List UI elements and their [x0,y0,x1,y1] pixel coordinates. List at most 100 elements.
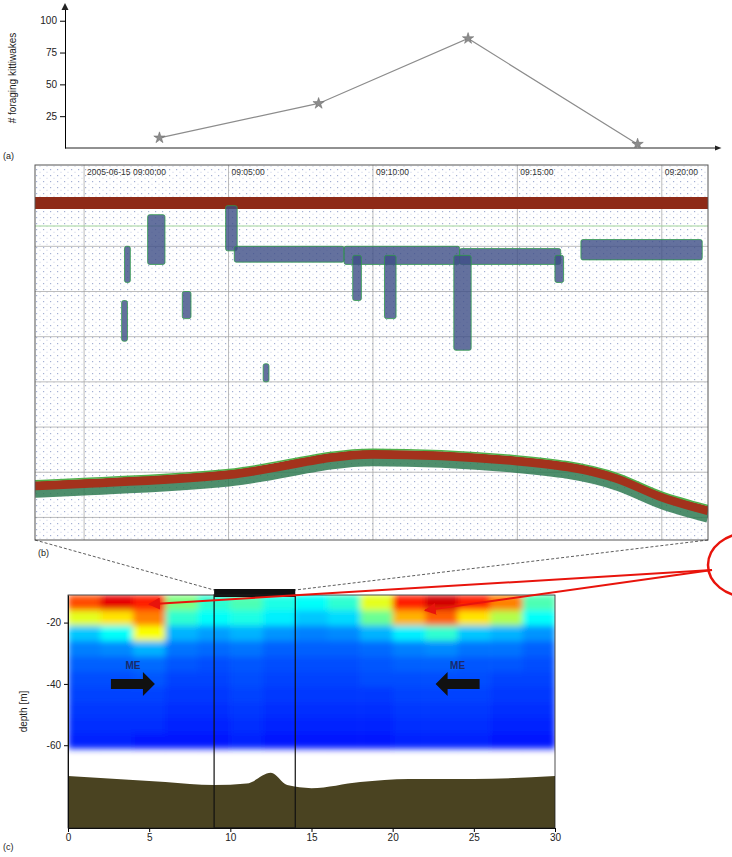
seabed [68,773,555,828]
heatmap-cell [100,641,133,657]
heatmap-cell [68,672,101,688]
y-tick-label: -40 [47,679,62,690]
heatmap-cell [100,718,133,734]
grid-line-x [661,165,662,540]
heatmap-cell [425,610,458,626]
heatmap-cell [523,656,555,672]
heatmap-cell [328,610,361,626]
heatmap-cell [295,595,328,611]
heatmap-cell [425,718,458,734]
x-tick: 15 [306,828,318,843]
y-axis-line [65,9,66,149]
heatmap-cell [295,687,328,703]
plot-frame [68,595,555,828]
heatmap-cell [360,672,393,688]
heatmap-cell [393,687,426,703]
heatmap-cell [68,641,101,657]
heatmap-cell [393,656,426,672]
heatmap-cell [68,610,101,626]
y-tick: 50 [46,79,65,90]
fish-school [148,215,165,265]
x-axis: 051015202530 [66,828,562,843]
plot-area [68,595,555,828]
x-tick-label: 5 [147,832,153,843]
heatmap-cell [100,610,133,626]
heatmap-cell [393,718,426,734]
heatmap-cell [328,718,361,734]
heatmap-cell [360,626,393,642]
seabed-echo-lower [35,460,708,516]
y-tick: 25 [46,111,65,122]
y-tick: -40 [47,679,68,690]
heatmap-cell [263,672,296,688]
fish-school [122,301,128,342]
heatmap-cells [68,595,555,749]
heatmap-cell [295,702,328,718]
heatmap-cell [523,610,555,626]
x-tick: 0 [66,828,72,843]
heatmap-cell [490,626,523,642]
heatmap-cell [165,610,198,626]
annotation-arrow [111,672,155,696]
fish-school [125,246,131,282]
heatmap-cell [263,656,296,672]
heatmap-cell [360,610,393,626]
heatmap-cell [263,610,296,626]
heatmap-cell [263,718,296,734]
heatmap-cell [523,595,555,611]
panel-frame [35,165,708,540]
surface-band [35,197,708,209]
heatmap-cell [328,687,361,703]
heatmap-cell [490,656,523,672]
heatmap-cell [263,733,296,749]
heatmap-cell [230,656,263,672]
x-axis-line [65,148,718,149]
annotation-label: ME [125,660,140,671]
heatmap-cell [393,702,426,718]
heatmap-cell [68,702,101,718]
echogram-background [35,165,708,540]
panel-label: (b) [38,548,49,558]
surface-line [35,226,708,227]
y-axis-arrow [62,3,69,10]
heatmap-cell [425,626,458,642]
heatmap-cell [523,687,555,703]
grid-line-y [35,336,708,337]
y-tick-mark [64,684,68,685]
heatmap-cell [230,733,263,749]
heatmap-cell [165,656,198,672]
grid-line-y [35,427,708,428]
fish-school [460,249,561,265]
seabed-echo [35,454,708,510]
heatmap-cell [393,672,426,688]
x-tick: 30 [550,828,562,843]
x-tick: 25 [469,828,481,843]
heatmap-cell [133,702,166,718]
callout-arrow [425,570,712,610]
y-tick-mark [60,53,65,54]
y-axis-title: # foraging kittiwakes [7,33,18,124]
heatmap-cell [328,595,361,611]
heatmap-cell [523,672,555,688]
fish-school [263,364,269,382]
heatmap-cell [230,718,263,734]
x-tick-label: 09:10:00 [376,167,409,177]
x-tick-label: 0 [66,832,72,843]
heatmap-cell [425,641,458,657]
data-point [313,97,324,108]
grid-line-x [372,165,373,540]
heatmap-cell [523,626,555,642]
heatmap-cell [458,733,491,749]
heatmap-cell [295,656,328,672]
heatmap-cell [133,718,166,734]
y-tick-label: 25 [46,111,58,122]
y-tick-label: 75 [46,47,58,58]
plot-area [154,33,643,148]
heatmap-cell [490,687,523,703]
grid-line-y [35,517,708,518]
heatmap-cell [295,610,328,626]
heatmap-cell [490,610,523,626]
fish-school [353,255,362,300]
heatmap-cell [230,702,263,718]
heatmap-cell [165,672,198,688]
